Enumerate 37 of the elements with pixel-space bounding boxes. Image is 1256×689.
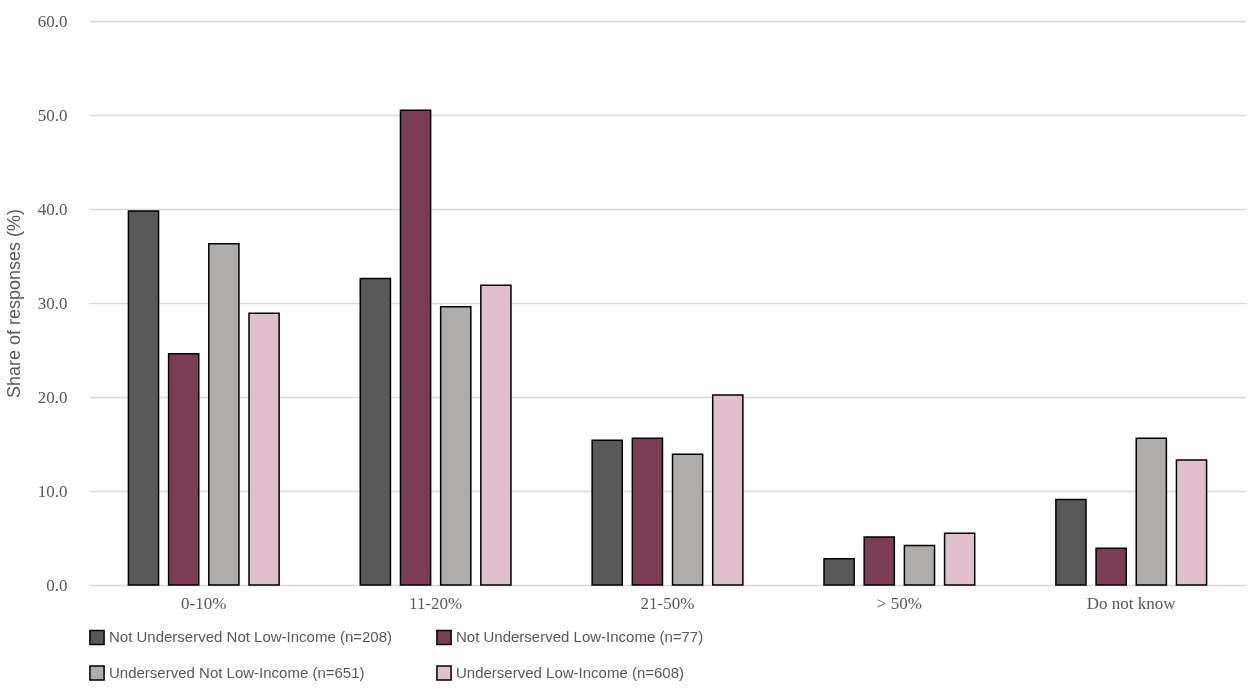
- x-tick-label: 21-50%: [640, 593, 695, 613]
- bar: [1055, 498, 1087, 586]
- bar: [480, 284, 512, 586]
- bar: [863, 536, 896, 586]
- bar: [439, 306, 472, 586]
- bar: [943, 532, 976, 586]
- bar: [671, 453, 704, 586]
- bar: [823, 557, 855, 586]
- bar: [167, 353, 200, 586]
- y-axis-title: Share of responses (%): [3, 208, 24, 399]
- bar: [903, 544, 936, 586]
- legend-label: Underserved Not Low-Income (n=651): [109, 664, 365, 681]
- legend-label: Underserved Low-Income (n=608): [456, 664, 685, 681]
- bar: [631, 437, 664, 586]
- bar: [1175, 459, 1208, 586]
- y-tick-label: 50.0: [37, 105, 68, 125]
- y-tick-label: 60.0: [37, 11, 68, 31]
- legend-label: Not Underserved Low-Income (n=77): [456, 628, 704, 646]
- bar: [248, 312, 280, 586]
- y-tick-label: 30.0: [37, 293, 68, 313]
- bar: [1135, 437, 1168, 586]
- bar: [711, 394, 744, 586]
- y-tick-label: 10.0: [37, 481, 68, 501]
- bar: [399, 109, 432, 586]
- x-tick-label: 0-10%: [181, 593, 227, 613]
- y-tick-label: 40.0: [37, 199, 68, 219]
- bar: [359, 277, 392, 586]
- bar: [1095, 547, 1127, 586]
- x-tick-label: 11-20%: [409, 593, 463, 613]
- y-tick-label: 0.0: [46, 575, 68, 595]
- bar: [591, 439, 624, 586]
- x-tick-label: > 50%: [876, 593, 922, 613]
- y-tick-label: 20.0: [37, 387, 68, 407]
- bar: [208, 243, 240, 586]
- bar: [127, 210, 160, 586]
- x-tick-label: Do not know: [1086, 593, 1177, 613]
- legend-label: Not Underserved Not Low-Income (n=208): [109, 628, 393, 646]
